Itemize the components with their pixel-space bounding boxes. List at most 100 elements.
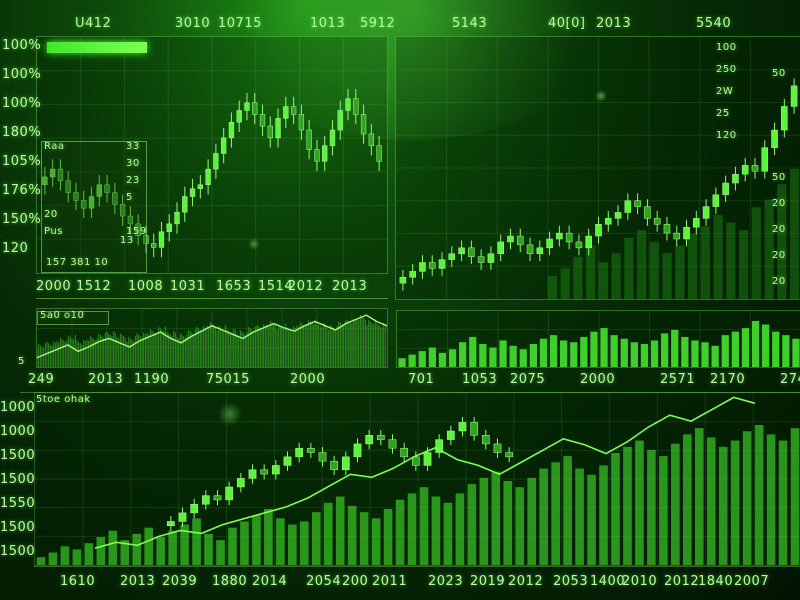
- b-bar: [611, 453, 620, 565]
- tl-candle: [73, 192, 79, 201]
- tr-candle: [673, 232, 681, 240]
- inset-label: 20: [44, 209, 58, 220]
- tr-candle: [732, 173, 739, 184]
- b-bar: [706, 437, 716, 565]
- x-tick-bottom: 2012: [664, 574, 700, 589]
- tl-candle: [57, 168, 64, 182]
- tr-candle: [634, 200, 641, 207]
- mr-bar: [762, 324, 770, 367]
- b-bar: [455, 493, 465, 565]
- b-bar: [491, 471, 501, 565]
- x-tick-top-left: 1653: [216, 279, 252, 294]
- b-bar: [204, 533, 213, 565]
- tr-candle: [683, 226, 690, 240]
- tr-vol-bar: [739, 230, 749, 299]
- b-candle: [236, 478, 245, 488]
- x-tick-bottom: 2011: [372, 574, 408, 589]
- y-tick-top-left: 100%: [2, 67, 42, 82]
- b-bar: [742, 431, 752, 565]
- tr-vol-bar: [586, 245, 596, 299]
- ml-line: [37, 314, 387, 359]
- tl-candle: [112, 192, 118, 205]
- mr-bar: [782, 335, 790, 367]
- x-tick-bottom: 2014: [252, 574, 288, 589]
- tr-candle: [507, 235, 514, 243]
- b-bar: [240, 521, 249, 565]
- tr-vol-bar: [764, 199, 774, 299]
- b-bar: [347, 505, 357, 565]
- x-tick-bottom: 1840: [698, 574, 734, 589]
- tl-candle: [259, 114, 266, 127]
- mr-bar: [772, 331, 780, 367]
- x-tick-bottom: 2053: [553, 574, 589, 589]
- b-bar: [288, 524, 297, 565]
- tr-vol-bar: [790, 169, 800, 299]
- tl-candle: [236, 110, 242, 123]
- b-bar: [323, 502, 333, 565]
- chart-panel-mid-left: [36, 308, 388, 368]
- b-bar: [120, 540, 130, 565]
- tr-candle: [751, 165, 759, 172]
- inset-value: 33: [126, 141, 140, 152]
- x-tick-bottom: 2039: [162, 574, 198, 589]
- b-bar: [778, 440, 788, 565]
- tr-candle: [536, 247, 544, 254]
- tl-candle: [220, 137, 227, 154]
- divider-top: [36, 298, 388, 299]
- b-bar: [659, 456, 668, 565]
- mr-bar: [600, 328, 608, 367]
- b-candle: [271, 465, 280, 475]
- mr-bar: [428, 347, 436, 367]
- b-candle: [248, 469, 257, 479]
- x-tick-mid-right: 2075: [510, 372, 546, 387]
- y-tick-top-left: 120: [2, 241, 29, 256]
- inset-box: [41, 141, 147, 273]
- x-tick-bottom: 2023: [428, 574, 464, 589]
- b-bar: [730, 440, 740, 565]
- b-bar: [563, 456, 572, 565]
- y-tick-bottom: 1000: [0, 424, 36, 439]
- y-tick-top-left: 105%: [2, 154, 42, 169]
- tr-vol-bar: [726, 222, 736, 299]
- tl-candle: [96, 184, 102, 197]
- tl-candle: [42, 176, 48, 186]
- tl-candle: [267, 125, 273, 139]
- x-tick-top-left: 2013: [332, 279, 368, 294]
- tl-candle: [127, 215, 134, 225]
- tr-vol-bar: [700, 226, 710, 299]
- tr-candle: [781, 106, 788, 131]
- y-tick-top-right-outer: 20: [772, 224, 786, 235]
- tr-candle: [526, 244, 534, 254]
- tr-vol-bar: [547, 276, 557, 299]
- b-bar: [790, 428, 800, 565]
- b-bar: [515, 487, 525, 565]
- mr-bar: [448, 349, 457, 367]
- tl-candle: [353, 98, 359, 115]
- x-tick-mid-left: 75015: [206, 372, 250, 387]
- b-bar: [431, 496, 441, 565]
- y-tick-bottom: 1500: [0, 472, 36, 487]
- tl-candle: [104, 184, 110, 193]
- mr-bar: [539, 338, 548, 367]
- b-bar: [383, 509, 393, 565]
- x-tick-mid-left: 2000: [290, 372, 326, 387]
- b-bar: [132, 533, 142, 565]
- tr-candle: [409, 271, 416, 278]
- b-candle: [225, 486, 234, 501]
- mr-bar: [469, 336, 477, 367]
- y-tick-top-right-outer: 20: [772, 250, 786, 261]
- tr-vol-bar: [637, 230, 647, 299]
- tl-candle: [283, 106, 289, 119]
- divider-mid: [20, 392, 800, 393]
- x-tick-bottom: 1400: [590, 574, 626, 589]
- x-tick-bottom: 2054: [306, 574, 342, 589]
- b-bar: [539, 468, 548, 565]
- mr-bar: [751, 321, 760, 367]
- mr-bar: [570, 342, 578, 367]
- y-tick-bottom: 1500: [0, 448, 36, 463]
- tl-candle: [376, 145, 382, 162]
- b-candle: [481, 435, 490, 445]
- tr-vol-bar: [675, 245, 685, 299]
- mr-bar: [630, 342, 638, 367]
- header-label: 10715: [218, 16, 262, 31]
